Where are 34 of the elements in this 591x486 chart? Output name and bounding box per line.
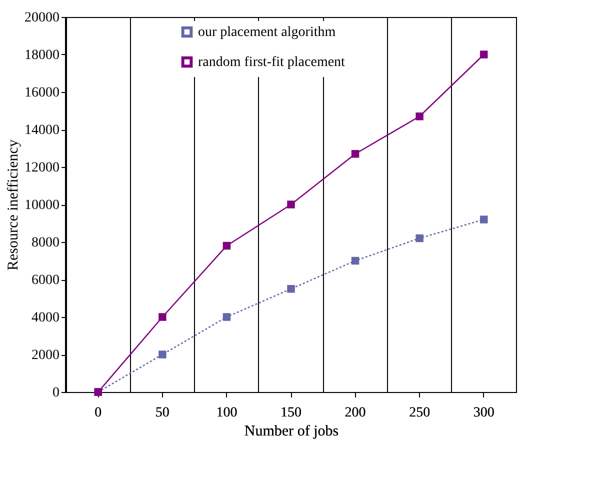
y-tick-label: 6000 bbox=[32, 273, 60, 288]
y-tick-label: 16000 bbox=[24, 86, 60, 100]
point bbox=[158, 350, 166, 358]
y-tick-label: 14000 bbox=[24, 123, 60, 138]
x-tick-label: 0 bbox=[94, 406, 102, 420]
y-tick-label: 20000 bbox=[24, 10, 60, 26]
y-tick-label: 12000 bbox=[24, 160, 60, 176]
x-tick-label: 150 bbox=[280, 406, 302, 420]
y-axis-title: Resource inefficiency bbox=[6, 139, 22, 270]
y-tick-label: 10000 bbox=[24, 198, 60, 213]
x-tick-label: 300 bbox=[473, 406, 494, 420]
x-axis-title: Number of jobs bbox=[244, 424, 339, 440]
point bbox=[158, 313, 166, 321]
legend-label: random first-fit placement bbox=[198, 55, 346, 70]
point bbox=[287, 285, 295, 293]
legend-label: our placement algorithm bbox=[198, 25, 336, 40]
y-tick-label: 0 bbox=[52, 386, 60, 400]
y-tick-label: 4000 bbox=[32, 310, 60, 326]
point bbox=[351, 256, 360, 265]
y-tick-label: 18000 bbox=[24, 48, 60, 63]
point bbox=[416, 234, 424, 242]
y-tick-label: 2000 bbox=[32, 348, 60, 363]
x-tick-label: 250 bbox=[409, 406, 430, 420]
y-tick-label: 8000 bbox=[32, 236, 60, 250]
x-tick-label: 200 bbox=[344, 406, 366, 420]
point bbox=[222, 242, 231, 250]
x-tick-label: 50 bbox=[155, 406, 170, 420]
point bbox=[222, 313, 231, 321]
x-tick-label: 100 bbox=[216, 406, 238, 420]
point bbox=[480, 50, 488, 58]
point bbox=[287, 200, 295, 208]
point bbox=[416, 112, 424, 120]
point bbox=[480, 216, 488, 224]
point bbox=[351, 150, 360, 158]
